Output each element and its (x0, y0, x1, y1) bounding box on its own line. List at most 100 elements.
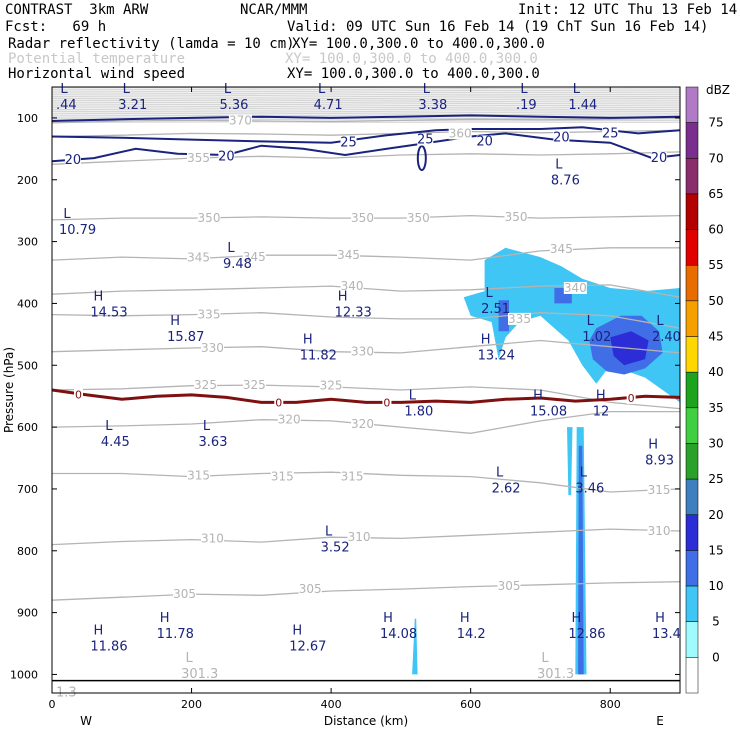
wind-contour-closed (416, 145, 427, 172)
wind-label: 20 (218, 149, 235, 164)
extremum-mark: L (203, 419, 211, 434)
extremum-value: 2.51 (481, 302, 510, 317)
theta-label-bg (563, 281, 587, 294)
x-tick-label: 0 (49, 698, 56, 711)
colorbar-tick-label: 0 (712, 650, 720, 664)
y-tick-label: 900 (17, 607, 38, 620)
extremum-mark: H (648, 438, 658, 453)
wind-label-bg (218, 150, 235, 163)
theta-contour-dense (52, 103, 680, 106)
colorbar-tick-label: 45 (708, 330, 723, 344)
wind-contour-25 (52, 126, 680, 144)
colorbar-segment (685, 585, 699, 622)
wind-label: 20 (476, 134, 493, 149)
y-axis-label: Pressure (hPa) (2, 347, 16, 433)
extremum-mark: H (383, 611, 393, 626)
extremum-value: 2.40 (652, 330, 681, 345)
extremum-mark: H (93, 623, 103, 638)
theta-label: 315 (648, 483, 671, 497)
theta-contour-dense (52, 96, 680, 99)
extremum-mark: H (460, 611, 470, 626)
extremum-mark: H (655, 611, 665, 626)
theta-label: 320 (278, 413, 301, 427)
x-tick-label: 600 (460, 698, 481, 711)
theta-label-bg (197, 212, 221, 225)
field-name-reflectivity: Radar reflectivity (lamda = 10 cm) (8, 36, 295, 52)
plot-frame (51, 86, 681, 694)
extremum-mark: L (224, 82, 232, 97)
wind-label-bg (476, 135, 493, 148)
colorbar-tick-label: 30 (708, 436, 723, 450)
theta-label-bg (187, 152, 211, 165)
colorbar-tick-label: 25 (708, 472, 723, 486)
extremum-value: 11.86 (90, 639, 127, 654)
colorbar-segment (685, 443, 699, 480)
theta-label: 340 (341, 279, 364, 293)
theta-label-bg (242, 379, 266, 392)
colorbar-segment (685, 621, 699, 658)
zero-label: 0 (75, 388, 82, 401)
theta-label: 370 (229, 113, 252, 127)
extremum-value: 1.80 (404, 404, 433, 419)
theta-contour-dense (52, 111, 680, 114)
extremum-value: 2.62 (492, 482, 521, 497)
theta-label: 335 (198, 308, 221, 322)
x-end-east: E (656, 714, 664, 728)
wind-label-bg (651, 152, 668, 165)
theta-contour-dense (52, 115, 680, 118)
theta-label: 305 (299, 582, 322, 596)
field-xy-reflectivity: XY= 100.0,300.0 to 400.0,300.0 (292, 36, 545, 52)
theta-contour-370 (52, 117, 680, 124)
theta-contour-dense (52, 100, 680, 103)
theta-label-bg (504, 210, 528, 223)
org-label: NCAR/MMM (240, 2, 308, 18)
wind-contour-30 (52, 114, 680, 122)
theta-label: 310 (348, 530, 371, 544)
extremum-value: 301.3 (181, 667, 218, 682)
extremum-value: 12.86 (568, 627, 605, 642)
theta-label-bg (406, 212, 430, 225)
extremum-mark: H (481, 333, 491, 348)
x-tick-label: 200 (181, 698, 202, 711)
extremum-mark: L (123, 82, 131, 97)
extremum-value: 10.79 (59, 223, 96, 238)
theta-label: 345 (337, 248, 360, 262)
theta-label-bg (549, 243, 573, 256)
field-name-wind: Horizontal wind speed (8, 66, 186, 82)
theta-label-bg (194, 379, 218, 392)
theta-label: 345 (550, 242, 573, 256)
y-tick-label: 100 (17, 112, 38, 125)
x-tick-label: 800 (600, 698, 621, 711)
theta-label-bg (277, 413, 301, 426)
wind-label: 20 (65, 153, 82, 168)
theta-contour-dense (52, 122, 680, 125)
init-time: Init: 12 UTC Thu 13 Feb 14 (518, 2, 738, 18)
theta-label: 310 (648, 524, 671, 538)
theta-label: 305 (173, 587, 196, 601)
theta-label-bg (173, 588, 197, 601)
theta-label-bg (351, 345, 375, 358)
extremum-mark: L (105, 419, 113, 434)
theta-label-bg (228, 114, 252, 127)
extremum-value: 14.53 (90, 305, 127, 320)
extremum-mark: L (63, 207, 71, 222)
theta-label: 335 (508, 312, 531, 326)
wind-label: 25 (340, 136, 357, 151)
extremum-mark: L (409, 388, 417, 403)
y-tick-label: 300 (17, 236, 38, 249)
y-tick-label: 400 (17, 297, 38, 310)
extremum-value: 15.87 (167, 330, 204, 345)
theta-label: 345 (187, 251, 210, 265)
colorbar-segment (685, 86, 699, 123)
theta-contour-335 (52, 312, 680, 329)
colorbar-tick-label: 40 (708, 365, 723, 379)
extremum-value: 13.4 (652, 627, 681, 642)
theta-contour-360 (52, 129, 680, 138)
extremum-value: 14.08 (380, 627, 417, 642)
extremum-value: 3.52 (321, 540, 350, 555)
reflectivity-area-8 (578, 445, 584, 675)
theta-label: 360 (449, 126, 472, 140)
colorbar-segment (685, 122, 699, 159)
theta-label-bg (448, 127, 472, 140)
theta-label: 350 (351, 211, 374, 225)
